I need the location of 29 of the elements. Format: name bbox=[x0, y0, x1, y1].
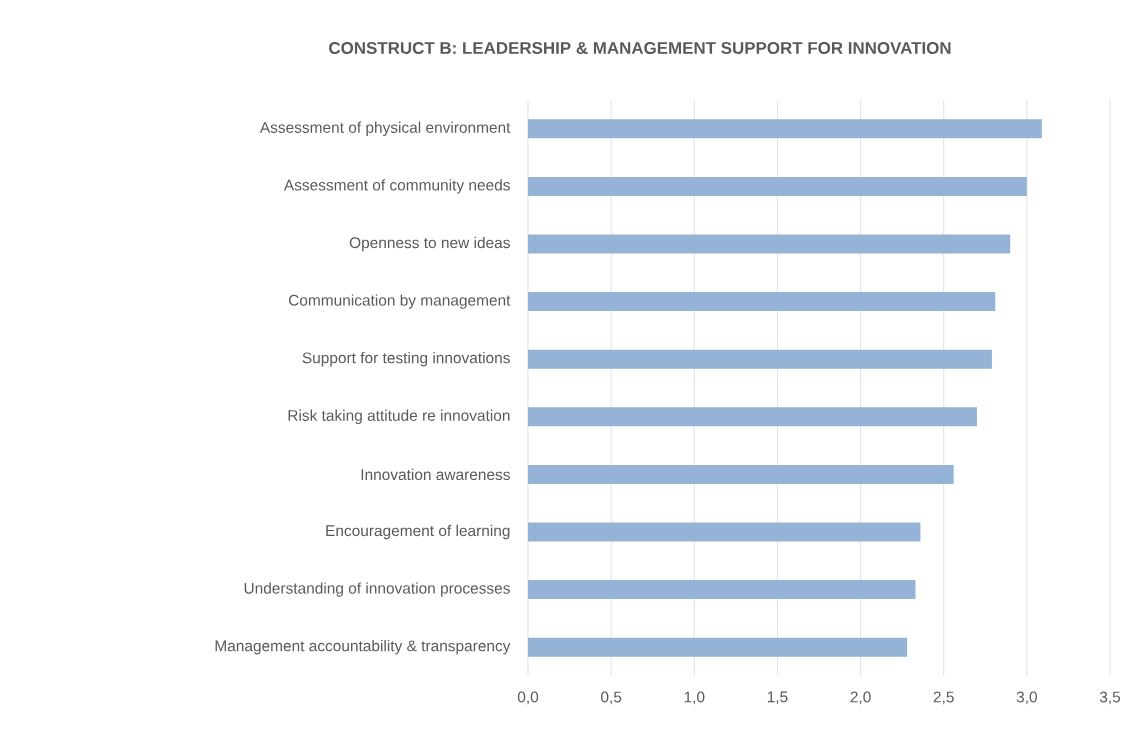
y-tick-label: Assessment of physical environment bbox=[259, 121, 511, 136]
x-tick-label: 1,0 bbox=[684, 691, 705, 705]
y-tick-label: Risk taking attitude re innovation bbox=[288, 409, 510, 424]
y-tick-label: Management accountability & transparency bbox=[215, 640, 511, 655]
y-tick-label: Communication by management bbox=[288, 294, 511, 309]
y-tick-label: Support for testing innovations bbox=[302, 352, 510, 367]
y-tick-label: Understanding of innovation processes bbox=[244, 582, 510, 597]
y-tick-label: Encouragement of learning bbox=[326, 524, 510, 540]
bar bbox=[528, 522, 921, 542]
bar bbox=[528, 637, 908, 657]
bar bbox=[528, 176, 1027, 196]
y-tick-label: Innovation awareness bbox=[361, 468, 510, 481]
x-tick-label: 2,0 bbox=[850, 691, 871, 705]
x-tick-label: 0,5 bbox=[601, 691, 622, 705]
x-tick-label: 1,5 bbox=[767, 691, 788, 705]
chart-title: CONSTRUCT B: LEADERSHIP & MANAGEMENT SUPPORT FOR INNOVATION bbox=[329, 41, 951, 54]
bar bbox=[528, 292, 996, 312]
bar bbox=[528, 580, 916, 600]
x-tick-label: 0,0 bbox=[517, 691, 539, 705]
x-tick-label: 2,5 bbox=[933, 691, 954, 705]
x-tick-label: 3,5 bbox=[1099, 691, 1121, 705]
y-tick-label: Openness to new ideas bbox=[349, 236, 510, 252]
bar bbox=[528, 464, 954, 484]
x-tick-label: 3,0 bbox=[1016, 691, 1037, 705]
bar bbox=[528, 119, 1042, 139]
y-tick-label: Assessment of community needs bbox=[283, 179, 510, 194]
bar bbox=[528, 349, 992, 369]
bar bbox=[528, 407, 977, 427]
bar bbox=[528, 234, 1011, 254]
